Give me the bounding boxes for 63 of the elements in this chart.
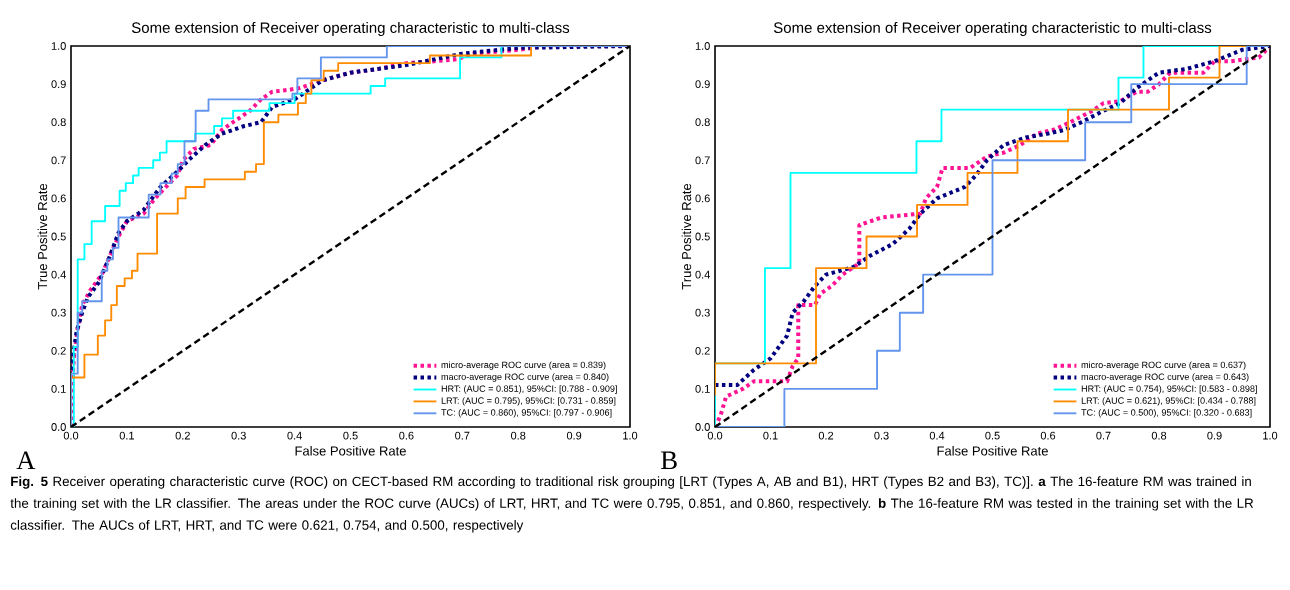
x-axis-title: False Positive Rate — [937, 445, 1048, 456]
chart-title: Some extension of Receiver operating characteristic to multi-class — [773, 21, 1212, 36]
x-tick-label: 0.9 — [1207, 431, 1222, 440]
y-tick-label: 0.4 — [51, 270, 66, 279]
x-tick-label: 0.0 — [63, 431, 79, 440]
chart-title: Some extension of Receiver operating characteristic to multi-class — [131, 21, 570, 36]
y-tick-label: 0.2 — [51, 346, 66, 355]
text: B — [661, 451, 677, 470]
x-tick-label: 0.8 — [1151, 431, 1167, 440]
x-tick-label: 0.2 — [818, 431, 834, 440]
x-tick-label: 0.5 — [985, 431, 1000, 440]
y-tick-label: 1.0 — [695, 42, 710, 50]
x-tick-label: 0.1 — [763, 431, 778, 440]
x-tick-label: 0.3 — [874, 431, 889, 440]
legend-label: LRT: (AUC = 0.621), 95%CI: [0.434 - 0.788] — [1081, 397, 1256, 406]
x-tick-label: 0.3 — [231, 431, 246, 440]
x-tick-label: 0.5 — [343, 431, 358, 440]
x-tick-label: 0.4 — [929, 431, 945, 440]
y-tick-label: 0.8 — [51, 118, 66, 127]
x-tick-label: 0.7 — [1096, 431, 1111, 440]
x-tick-label: 0.6 — [399, 431, 414, 440]
y-tick-label: 0.1 — [51, 385, 66, 393]
x-tick-label: 0.1 — [119, 431, 135, 440]
x-tick-label: 1.0 — [623, 431, 638, 440]
y-tick-label: 0.3 — [51, 308, 66, 317]
legend-label: HRT: (AUC = 0.754), 95%CI: [0.583 - 0.898] — [1081, 385, 1257, 394]
y-tick-label: 0.9 — [695, 80, 710, 88]
x-axis-title: False Positive Rate — [295, 445, 406, 456]
y-tick-label: 0.0 — [51, 423, 66, 431]
y-tick-label: 0.6 — [51, 194, 66, 203]
y-tick-label: 0.4 — [695, 270, 710, 279]
y-tick-label: 0.7 — [51, 156, 66, 165]
y-tick-label: 0.0 — [695, 423, 710, 431]
y-tick-label: 0.5 — [51, 232, 66, 241]
legend-label: TC: (AUC = 0.500), 95%CI: [0.320 - 0.683] — [1081, 409, 1252, 418]
y-tick-label: 0.6 — [695, 194, 710, 203]
x-tick-label: 0.7 — [455, 431, 470, 440]
x-tick-label: 0.9 — [566, 431, 582, 440]
y-tick-label: 0.7 — [695, 156, 710, 165]
y-tick-label: 1.0 — [51, 42, 66, 50]
legend-label: macro-average ROC curve (area = 0.643) — [1081, 373, 1249, 382]
y-axis-title: True Positive Rate — [37, 183, 48, 290]
text: Fig. 5 Receiver operating characteristic curve (ROC) on CECT-based RM according to traditional risk grouping [LRT (Types A, AB and B1), HRT (Types B2 and B3), TC)]. a The 16-feature RM was trained in the training set with the LR classifier. The areas under the ROC curve (AUCs) of LRT, HRT, and TC were 0.795, 0.851, and 0.860, respectively. b The 16-feature RM was tested in the training set with the LR classifier. The AUCs of LRT, HRT, and TC were 0.621, 0.754, and 0.500, respectively — [10, 476, 1254, 533]
legend-label: TC: (AUC = 0.860), 95%CI: [0.797 - 0.906] — [441, 409, 612, 418]
y-tick-label: 0.3 — [695, 308, 710, 317]
legend-label: LRT: (AUC = 0.795), 95%CI: [0.731 - 0.859] — [441, 397, 616, 406]
x-tick-label: 0.4 — [287, 431, 302, 440]
y-axis-title: True Positive Rate — [681, 183, 692, 290]
y-tick-label: 0.9 — [51, 80, 66, 88]
y-tick-label: 0.1 — [695, 385, 710, 393]
legend-label: HRT: (AUC = 0.851), 95%CI: [0.788 - 0.909] — [441, 385, 617, 394]
text: A — [16, 451, 36, 470]
x-tick-label: 0.2 — [175, 431, 190, 440]
y-tick-label: 0.8 — [695, 118, 710, 127]
y-tick-label: 0.5 — [695, 232, 710, 241]
legend-label: macro-average ROC curve (area = 0.840) — [441, 373, 609, 382]
legend-label: micro-average ROC curve (area = 0.839) — [441, 361, 606, 370]
x-tick-label: 0.8 — [511, 431, 526, 440]
y-tick-label: 0.2 — [695, 346, 710, 355]
x-tick-label: 1.0 — [1263, 431, 1278, 440]
legend-label: micro-average ROC curve (area = 0.637) — [1081, 361, 1246, 370]
x-tick-label: 0.0 — [707, 431, 723, 440]
x-tick-label: 0.6 — [1040, 431, 1056, 440]
